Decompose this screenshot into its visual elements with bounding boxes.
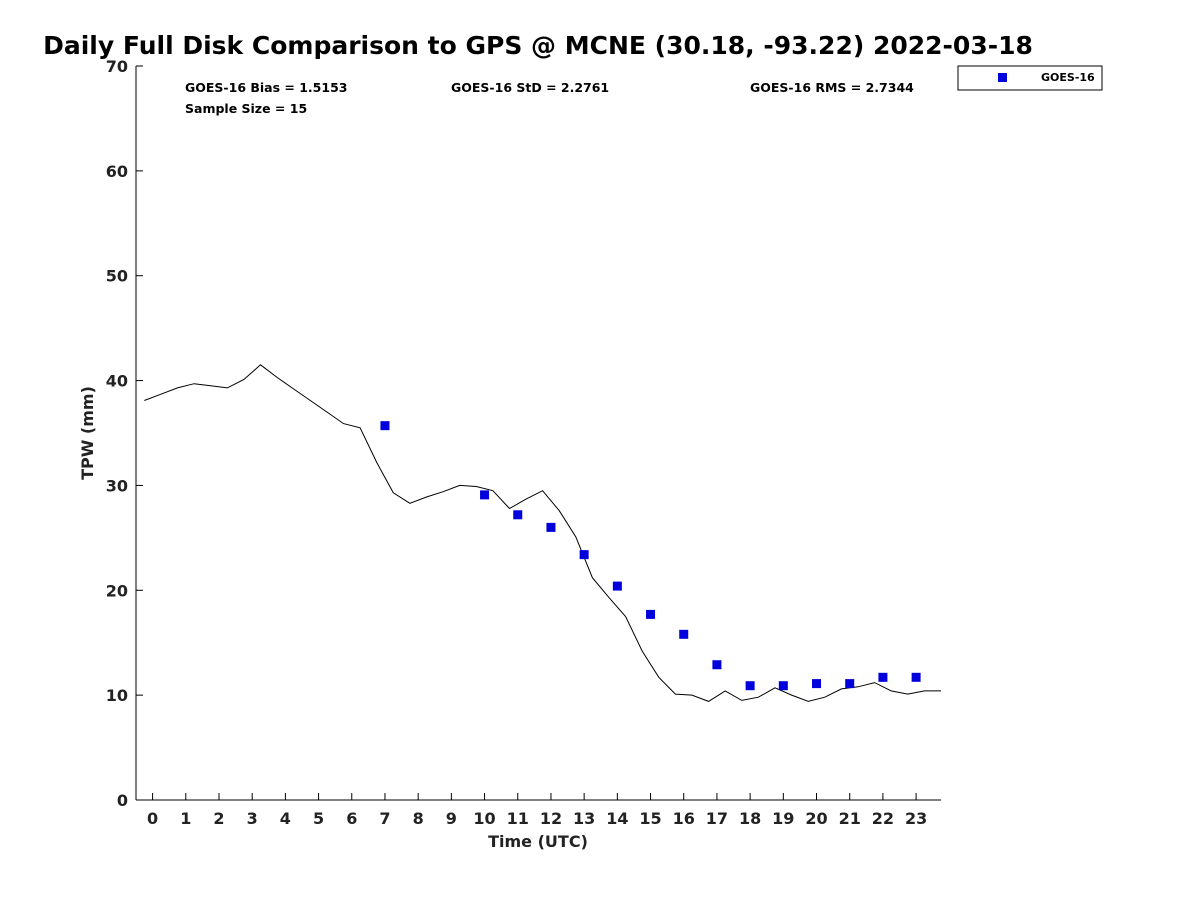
legend: GOES-16 xyxy=(957,65,1103,91)
y-tick-label: 50 xyxy=(106,267,128,286)
x-tick-label: 4 xyxy=(280,809,291,828)
goes16-point xyxy=(380,421,390,431)
x-tick-label: 0 xyxy=(147,809,158,828)
y-ticks: 0 10 20 30 40 50 60 70 xyxy=(106,57,143,810)
goes16-point xyxy=(712,660,722,670)
x-tick-label: 16 xyxy=(673,809,695,828)
x-tick-label: 6 xyxy=(346,809,357,828)
x-tick-label: 3 xyxy=(247,809,258,828)
y-tick-label: 40 xyxy=(106,372,128,391)
bias-stat: GOES-16 Bias = 1.5153 xyxy=(185,80,347,95)
x-ticks: 0 1 2 3 4 5 6 7 8 9 10 11 12 13 14 15 16 17 18 19 20 21 22 23 xyxy=(147,793,927,828)
goes16-point xyxy=(845,679,855,689)
goes16-point xyxy=(878,672,888,682)
x-tick-label: 15 xyxy=(639,809,661,828)
goes16-point xyxy=(513,510,523,520)
goes16-point xyxy=(745,681,755,691)
gps-tpw-line-group xyxy=(144,364,941,702)
y-tick-label: 70 xyxy=(106,57,128,76)
goes16-point xyxy=(812,679,822,689)
x-tick-label: 1 xyxy=(180,809,191,828)
y-tick-label: 30 xyxy=(106,476,128,495)
x-tick-label: 22 xyxy=(872,809,894,828)
x-tick-label: 7 xyxy=(379,809,390,828)
goes16-point xyxy=(778,681,788,691)
chart-title: Daily Full Disk Comparison to GPS @ MCNE… xyxy=(43,31,1033,60)
x-tick-label: 17 xyxy=(706,809,728,828)
goes16-point xyxy=(579,550,589,560)
plot-area xyxy=(135,66,941,801)
goes16-points-group xyxy=(380,421,921,691)
sample-size-stat: Sample Size = 15 xyxy=(185,101,307,116)
goes16-point xyxy=(612,581,622,591)
x-tick-label: 14 xyxy=(606,809,628,828)
y-tick-label: 10 xyxy=(106,686,128,705)
goes16-point xyxy=(911,672,921,682)
y-tick-label: 20 xyxy=(106,581,128,600)
x-tick-label: 11 xyxy=(507,809,529,828)
legend-label-goes16: GOES-16 xyxy=(1041,71,1095,84)
x-tick-label: 20 xyxy=(805,809,827,828)
gps-tpw-line xyxy=(144,364,941,702)
goes16-point xyxy=(546,522,556,532)
x-tick-label: 10 xyxy=(473,809,495,828)
x-tick-label: 8 xyxy=(413,809,424,828)
x-tick-label: 5 xyxy=(313,809,324,828)
goes16-point xyxy=(480,490,490,500)
x-axis-label: Time (UTC) xyxy=(488,832,588,851)
std-stat: GOES-16 StD = 2.2761 xyxy=(451,80,609,95)
rms-stat: GOES-16 RMS = 2.7344 xyxy=(750,80,914,95)
y-tick-label: 0 xyxy=(117,791,128,810)
x-tick-label: 18 xyxy=(739,809,761,828)
legend-box xyxy=(957,65,1103,91)
y-axis-label: TPW (mm) xyxy=(78,386,97,480)
x-tick-label: 19 xyxy=(772,809,794,828)
x-tick-label: 23 xyxy=(905,809,927,828)
goes16-point xyxy=(646,609,656,619)
plot-background xyxy=(136,66,941,800)
x-tick-label: 2 xyxy=(213,809,224,828)
y-tick-label: 60 xyxy=(106,162,128,181)
x-tick-label: 12 xyxy=(540,809,562,828)
x-tick-label: 21 xyxy=(839,809,861,828)
legend-marker-goes16 xyxy=(998,73,1007,82)
x-tick-label: 9 xyxy=(446,809,457,828)
goes16-point xyxy=(679,629,689,639)
x-tick-label: 13 xyxy=(573,809,595,828)
